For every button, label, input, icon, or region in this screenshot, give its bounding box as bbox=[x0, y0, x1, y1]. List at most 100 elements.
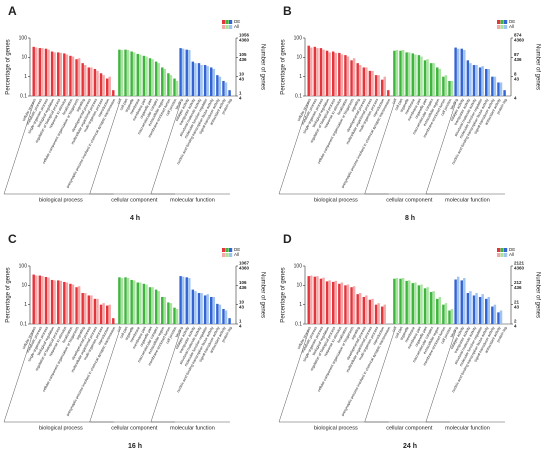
group-bracket-side bbox=[425, 329, 457, 423]
bar bbox=[344, 285, 347, 324]
y2-tick-label: 10 bbox=[239, 299, 245, 304]
bar bbox=[399, 50, 402, 96]
bar bbox=[38, 48, 42, 96]
x-tick-label: organelle bbox=[124, 326, 134, 341]
y2-tick-label: 1056 bbox=[239, 33, 250, 38]
x-tick-label: binding bbox=[175, 98, 184, 110]
x-tick-label: binding bbox=[450, 98, 459, 110]
x-tick-label: protein tag bbox=[496, 98, 508, 115]
bar bbox=[380, 79, 384, 96]
bar bbox=[485, 68, 488, 96]
bar bbox=[478, 67, 482, 96]
bar bbox=[203, 295, 207, 324]
bar bbox=[194, 291, 197, 324]
bar bbox=[383, 304, 386, 324]
y2-all-tick-label: 4360 bbox=[239, 266, 250, 271]
bar bbox=[56, 280, 60, 324]
bar bbox=[96, 70, 99, 96]
y2-tick-label: 106 bbox=[239, 280, 247, 285]
time-label: 4 h bbox=[130, 215, 140, 222]
panel-label: B bbox=[283, 4, 292, 18]
bar bbox=[463, 49, 466, 96]
group-bracket-side bbox=[278, 101, 310, 195]
bar bbox=[87, 295, 91, 324]
bar bbox=[450, 308, 454, 324]
bar bbox=[405, 52, 408, 96]
bar bbox=[93, 68, 97, 96]
bar bbox=[313, 46, 317, 96]
bar bbox=[436, 67, 439, 96]
bar bbox=[352, 286, 356, 324]
bar bbox=[105, 78, 109, 96]
bar bbox=[41, 48, 44, 96]
bar bbox=[133, 280, 136, 324]
legend-swatch bbox=[222, 248, 226, 252]
y-tick-label: 10 bbox=[21, 55, 27, 61]
x-tick-label: binding bbox=[175, 326, 184, 338]
bar bbox=[436, 298, 439, 324]
bar bbox=[420, 284, 423, 324]
x-tick-label: signaling bbox=[76, 98, 86, 112]
bar bbox=[206, 66, 209, 96]
y2-all-tick-label: 4360 bbox=[239, 38, 250, 43]
bar bbox=[448, 80, 451, 96]
group-bracket-side bbox=[364, 101, 395, 195]
group-label: biological process bbox=[314, 197, 358, 203]
group-label: molecular function bbox=[170, 197, 215, 203]
bar bbox=[126, 49, 130, 96]
bar bbox=[63, 53, 66, 96]
y2-tick-label: 8 bbox=[514, 71, 517, 76]
y2-all-tick-label: 436 bbox=[514, 57, 522, 62]
legend-swatch bbox=[222, 25, 226, 29]
bar bbox=[503, 90, 506, 96]
bar bbox=[81, 63, 84, 96]
bar bbox=[108, 304, 111, 324]
bar bbox=[77, 58, 81, 96]
legend-swatch bbox=[500, 253, 504, 257]
bar bbox=[130, 51, 133, 96]
bar bbox=[161, 296, 164, 324]
bar bbox=[426, 59, 429, 96]
bar bbox=[179, 48, 182, 96]
bar bbox=[169, 75, 173, 96]
group-bracket-side bbox=[425, 101, 457, 195]
bar bbox=[426, 287, 429, 324]
bar bbox=[59, 52, 62, 96]
bar bbox=[485, 298, 488, 324]
bar bbox=[356, 63, 359, 96]
bar bbox=[442, 76, 445, 96]
legend-swatch bbox=[225, 248, 229, 252]
bar bbox=[50, 279, 54, 324]
bar bbox=[487, 296, 491, 324]
bar bbox=[408, 52, 411, 96]
bar bbox=[173, 307, 176, 324]
bar bbox=[328, 280, 331, 324]
bar bbox=[145, 284, 148, 324]
y2-all-tick-label: 436 bbox=[514, 285, 522, 290]
y2-all-tick-label: 4 bbox=[239, 96, 242, 101]
bar bbox=[411, 283, 414, 324]
group-bracket-side bbox=[89, 329, 120, 423]
legend-swatch bbox=[225, 20, 229, 24]
x-tick-label: membrane bbox=[404, 98, 416, 115]
bar bbox=[340, 54, 344, 96]
bar bbox=[346, 284, 350, 324]
bar bbox=[444, 75, 448, 96]
legend-label: All bbox=[234, 24, 239, 29]
y-tick-label: 0.1 bbox=[20, 93, 27, 99]
y2-tick-label: 874 bbox=[514, 33, 522, 38]
x-tick-label: membrane bbox=[129, 326, 141, 343]
bar bbox=[71, 56, 75, 96]
bar bbox=[191, 61, 195, 96]
bar bbox=[460, 280, 463, 324]
bar bbox=[228, 318, 231, 324]
bar bbox=[148, 58, 152, 96]
legend-swatch bbox=[222, 253, 226, 257]
bar bbox=[368, 70, 372, 96]
bar bbox=[90, 67, 93, 96]
bar bbox=[218, 304, 222, 324]
bar bbox=[493, 304, 497, 324]
bar bbox=[432, 63, 435, 96]
bar bbox=[491, 306, 494, 324]
